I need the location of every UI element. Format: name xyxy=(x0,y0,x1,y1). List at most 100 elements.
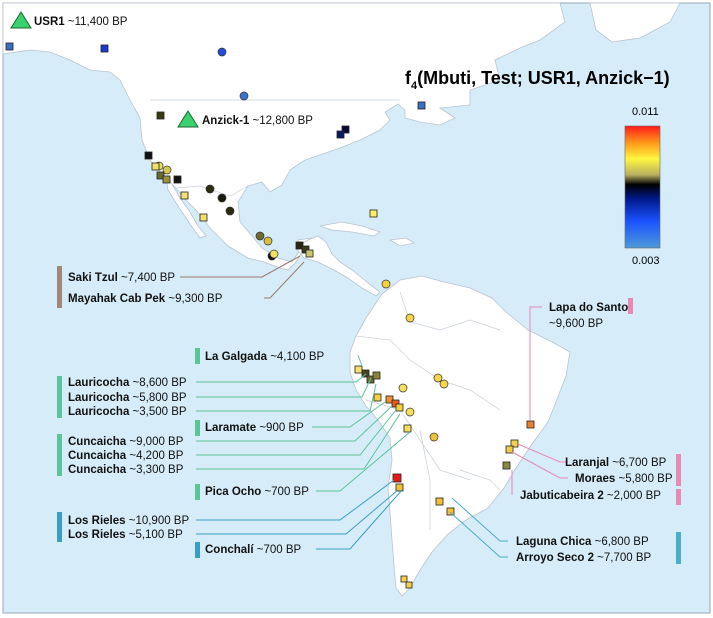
sample-circle xyxy=(162,165,172,175)
color-scale: 0.011 0.003 xyxy=(624,106,661,267)
sample-square xyxy=(400,575,408,583)
site-label: Pica Ocho ~700 BP xyxy=(205,486,309,498)
region-bar-conchali xyxy=(195,542,200,558)
sample-square xyxy=(395,483,404,492)
reference-age: ~12,800 BP xyxy=(249,115,313,127)
sample-square xyxy=(199,213,208,222)
site-label: La Galgada ~4,100 BP xyxy=(205,351,325,363)
site-label: Laranjal ~6,700 BP xyxy=(565,457,667,469)
sample-square xyxy=(162,175,171,184)
region-bar-jabuticabeira xyxy=(676,489,681,505)
sample-circle xyxy=(269,249,279,259)
sample-circle xyxy=(217,193,227,203)
sample-square xyxy=(301,245,310,254)
sample-square xyxy=(295,241,304,250)
sample-circle xyxy=(239,91,249,101)
sample-square xyxy=(180,191,189,200)
sample-square xyxy=(144,151,153,160)
scale-min-label: 0.003 xyxy=(632,255,660,267)
baja-california xyxy=(165,175,207,239)
site-label: Moraes ~5,800 BP xyxy=(575,473,673,485)
sample-square xyxy=(417,101,426,110)
sample-circle xyxy=(263,236,273,246)
scale-max-label: 0.011 xyxy=(632,106,659,118)
site-label: Mayahak Cab Pek ~9,300 BP xyxy=(68,293,223,305)
region-bar-lapa-do-santo xyxy=(628,298,633,314)
color-scale-bar xyxy=(624,125,661,249)
sample-square xyxy=(173,175,182,184)
site-label: Conchalí ~700 BP xyxy=(205,544,302,556)
sample-square xyxy=(372,371,381,380)
north-america-land xyxy=(2,2,566,271)
leader-lines xyxy=(180,255,568,558)
sample-square xyxy=(354,365,363,374)
sample-circle xyxy=(205,184,215,194)
region-bar-los-rieles xyxy=(57,512,62,542)
sample-square xyxy=(151,162,160,171)
site-labels: Saki Tzul ~7,400 BP Mayahak Cab Pek ~9,3… xyxy=(68,272,673,564)
sample-square xyxy=(505,445,514,454)
site-label: Los Rieles ~5,100 BP xyxy=(68,529,183,541)
reference-name: Anzick-1 xyxy=(202,115,250,127)
region-bar-laranjal-moraes xyxy=(676,454,681,486)
sample-square xyxy=(435,497,444,506)
region-bar-cuncaicha xyxy=(57,434,62,476)
sample-square xyxy=(502,461,511,470)
sample-circles xyxy=(154,47,449,442)
sample-square xyxy=(392,473,402,483)
site-label: Lauricocha ~8,600 BP xyxy=(68,377,187,389)
site-label: ~9,600 BP xyxy=(549,318,603,330)
sample-square xyxy=(156,111,165,120)
region-bar-laramate xyxy=(195,420,200,436)
sample-circle xyxy=(398,383,408,393)
sample-square xyxy=(369,209,378,218)
south-america-land xyxy=(349,275,571,597)
cuba xyxy=(319,221,381,237)
sample-square xyxy=(395,403,404,412)
sample-square xyxy=(403,424,412,433)
site-label: Lapa do Santo xyxy=(549,302,628,314)
chart-title: f4(Mbuti, Test; USR1, Anzick−1) xyxy=(405,68,670,92)
site-label: Lauricocha ~3,500 BP xyxy=(68,406,187,418)
sample-circle xyxy=(381,279,391,289)
sample-square xyxy=(510,439,519,448)
region-bar-argentina xyxy=(676,532,681,564)
site-label: Cuncaicha ~3,300 BP xyxy=(68,464,184,476)
greenland xyxy=(589,2,681,43)
sample-circle xyxy=(217,47,227,57)
hispaniola xyxy=(388,237,416,247)
reference-triangle-anzick xyxy=(177,110,199,128)
sample-circle xyxy=(405,407,415,417)
sample-square xyxy=(156,171,165,180)
central-america-land xyxy=(295,235,381,297)
reference-age: ~11,400 BP xyxy=(65,16,128,28)
region-bar-pica-ocho xyxy=(195,484,200,500)
svg-text:Anzick-1 ~12,800 BP: Anzick-1 ~12,800 BP xyxy=(202,115,313,127)
site-label: Laramate ~900 BP xyxy=(205,422,304,434)
sample-square xyxy=(373,393,382,402)
reference-name: USR1 xyxy=(34,16,65,28)
sample-circle xyxy=(225,206,235,216)
site-label: Saki Tzul ~7,400 BP xyxy=(68,272,175,284)
region-bar-la-galgada xyxy=(195,348,200,364)
country-borders xyxy=(150,99,501,530)
site-label: Laguna Chica ~6,800 BP xyxy=(516,536,649,548)
sample-square xyxy=(305,249,314,258)
sample-circle xyxy=(429,432,439,442)
sample-square xyxy=(361,369,370,378)
sample-square xyxy=(100,44,109,53)
sample-square xyxy=(5,42,14,51)
sample-square xyxy=(336,130,345,139)
reference-triangle-usr1 xyxy=(10,11,32,29)
sample-square xyxy=(391,399,400,408)
sample-circle xyxy=(255,231,265,241)
reference-anzick: Anzick-1 ~12,800 BP xyxy=(177,110,313,128)
site-label: Cuncaicha ~9,000 BP xyxy=(68,436,184,448)
region-bar-lauricocha xyxy=(57,376,62,418)
sample-square xyxy=(385,395,394,404)
sample-circle xyxy=(405,313,415,323)
sample-circle xyxy=(433,373,443,383)
site-label: Lauricocha ~5,800 BP xyxy=(68,392,187,404)
sample-square xyxy=(341,125,350,134)
